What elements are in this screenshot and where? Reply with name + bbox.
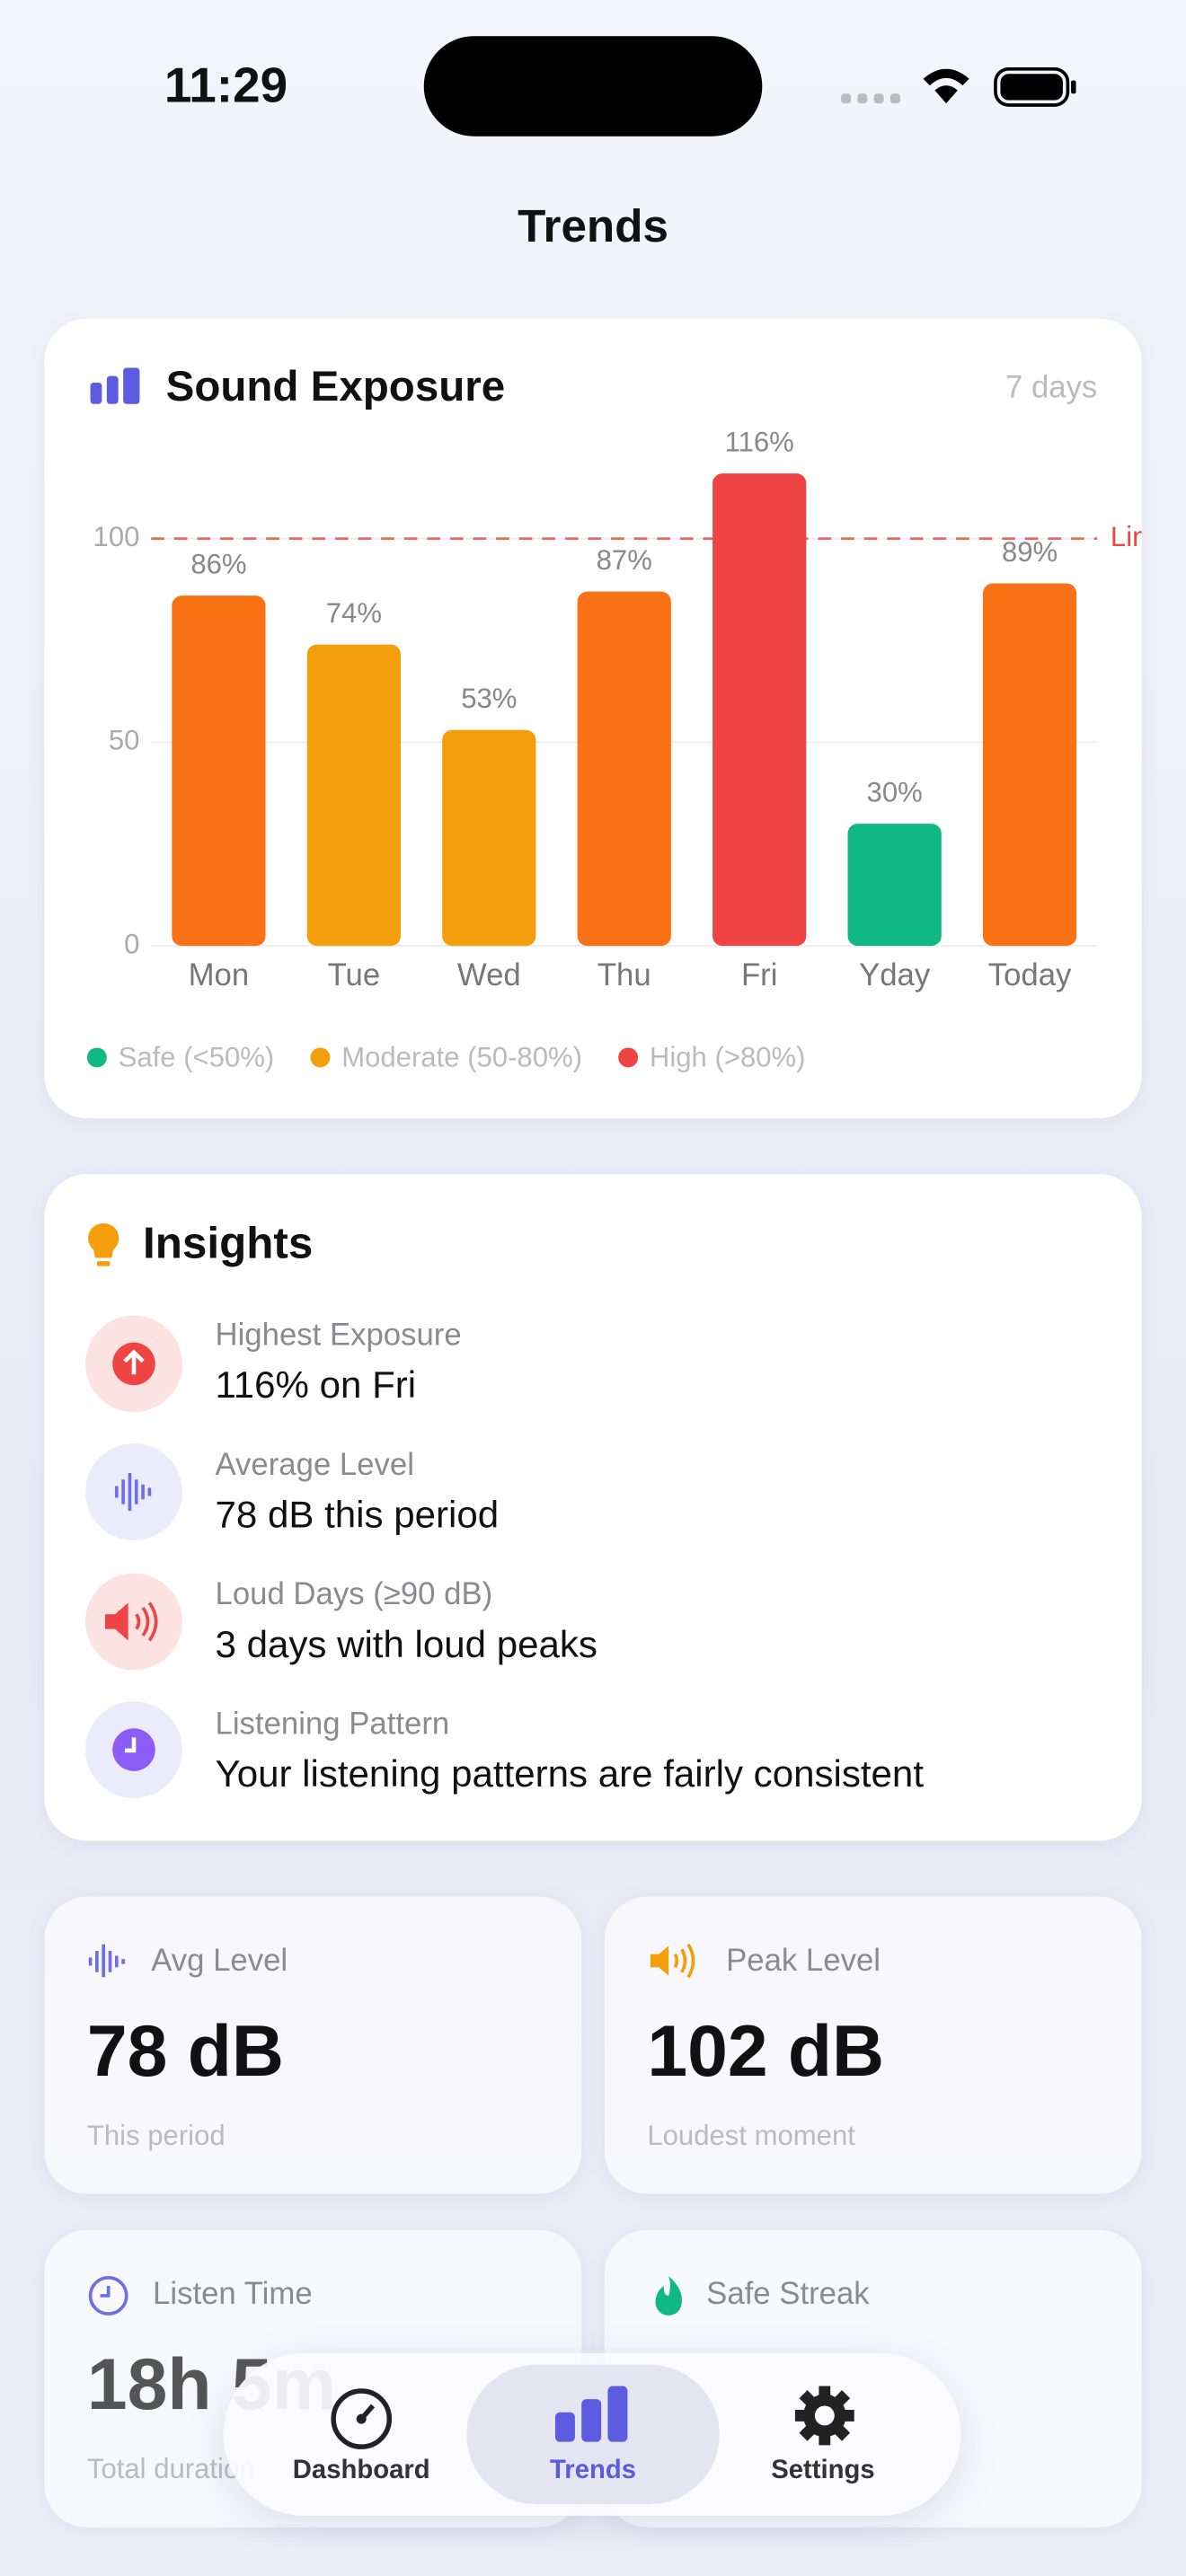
legend-marker xyxy=(86,1047,107,1068)
bar xyxy=(306,644,401,947)
bar xyxy=(847,824,942,947)
tab-label[interactable]: Trends xyxy=(550,2457,636,2485)
page-title: Trends xyxy=(518,200,668,251)
status-icons xyxy=(841,66,1076,107)
stat-card: Peak Level 102 dB Loudest moment xyxy=(604,1896,1142,2194)
value-label: 53% xyxy=(461,683,517,714)
tab-icon[interactable] xyxy=(329,2386,394,2452)
stat-label: Safe Streak xyxy=(706,2277,870,2313)
insight-icon xyxy=(85,1573,182,1671)
stat-value: 102 dB xyxy=(647,2011,885,2093)
tab-icon[interactable] xyxy=(552,2383,633,2448)
insights-card: Insights Highest Exposure 116% on Fri Av… xyxy=(44,1174,1142,1841)
stat-icon xyxy=(651,1943,695,1979)
x-tick-label: Tue xyxy=(328,958,381,992)
insight-text: 78 dB this period xyxy=(215,1492,500,1536)
y-tick-label: 50 xyxy=(109,725,140,756)
x-tick-label: Mon xyxy=(189,958,250,992)
insight-icon xyxy=(85,1701,182,1798)
bar xyxy=(712,473,807,947)
x-tick-label: Today xyxy=(988,958,1072,992)
legend-marker xyxy=(618,1047,639,1068)
insight-icon xyxy=(85,1315,182,1413)
value-label: 116% xyxy=(725,426,794,457)
stat-label: Avg Level xyxy=(151,1944,288,1980)
bar xyxy=(172,595,266,947)
insight-icon xyxy=(85,1443,182,1540)
chart: Sound Exposure 7 days 0 50 100 Limit Mon 86% T… xyxy=(86,363,1142,1072)
insight-text: 3 days with loud peaks xyxy=(215,1622,597,1665)
x-tick-label: Thu xyxy=(597,958,651,992)
legend-label: Moderate (50-80%) xyxy=(341,1041,582,1072)
tab-label[interactable]: Dashboard xyxy=(292,2457,430,2485)
y-tick-label: 0 xyxy=(124,928,139,959)
value-label: 74% xyxy=(326,597,382,629)
insight-text: 116% on Fri xyxy=(215,1363,417,1407)
insight-label: Highest Exposure xyxy=(215,1319,462,1354)
bulb-icon xyxy=(88,1223,119,1266)
bar xyxy=(442,729,536,947)
insights-title: Insights xyxy=(143,1218,314,1268)
stat-icon xyxy=(88,1944,125,1978)
insight-label: Loud Days (≥90 dB) xyxy=(215,1577,493,1613)
stat-label: Peak Level xyxy=(726,1944,881,1980)
value-label: 87% xyxy=(597,544,652,576)
value-label: 30% xyxy=(867,776,923,807)
tab-bar: Dashboard Trends Settings xyxy=(223,2352,961,2516)
x-tick-label: Yday xyxy=(859,958,931,992)
x-tick-label: Fri xyxy=(741,958,777,992)
x-tick-label: Wed xyxy=(457,958,521,992)
value-label: 86% xyxy=(190,548,246,579)
chart-card: Sound Exposure 7 days 0 50 100 Limit Mon 86% T… xyxy=(44,318,1142,1119)
status-time: 11:29 xyxy=(164,58,288,114)
stat-card: Avg Level 78 dB This period xyxy=(44,1896,582,2194)
legend-label: Safe (<50%) xyxy=(119,1041,275,1072)
chart-icon xyxy=(90,367,140,404)
value-label: 89% xyxy=(1002,536,1058,568)
reference-label: Limit xyxy=(1111,521,1142,552)
stat-value: 78 dB xyxy=(86,2011,284,2093)
stat-icon xyxy=(655,2276,682,2316)
legend-marker xyxy=(310,1047,331,1068)
tab-label[interactable]: Settings xyxy=(771,2457,875,2485)
insight-text: Your listening patterns are fairly consi… xyxy=(215,1751,925,1795)
chart-subtitle: 7 days xyxy=(1005,370,1097,404)
dynamic-island xyxy=(423,36,763,137)
stat-sub: Loudest moment xyxy=(647,2120,855,2152)
stat-icon xyxy=(88,2276,128,2316)
insight-label: Listening Pattern xyxy=(215,1707,450,1742)
stat-label: Listen Time xyxy=(153,2277,313,2313)
bar xyxy=(982,583,1077,947)
chart-title: Sound Exposure xyxy=(166,363,506,410)
stat-sub: This period xyxy=(86,2120,226,2152)
tab-icon[interactable] xyxy=(792,2383,857,2448)
bar xyxy=(577,591,671,947)
legend-label: High (>80%) xyxy=(650,1041,806,1072)
insight-label: Average Level xyxy=(215,1448,414,1483)
y-tick-label: 100 xyxy=(93,521,140,552)
